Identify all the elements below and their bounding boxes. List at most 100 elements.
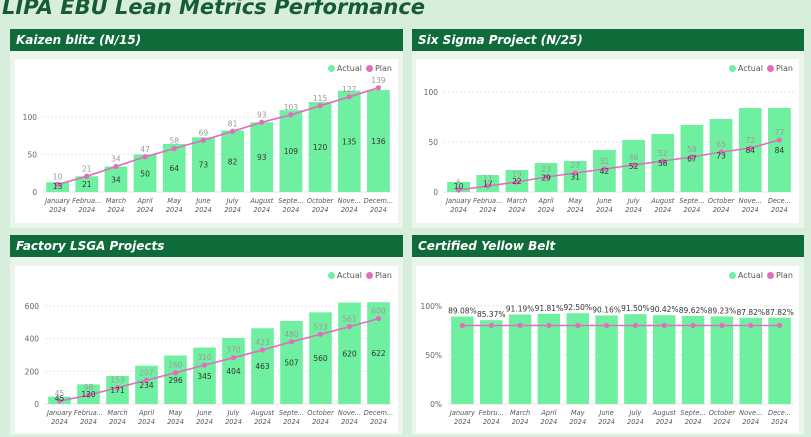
bar-value-label: 45 (55, 394, 65, 403)
yellow-belt-chart-card[interactable]: Actual Plan 0% 50% 100% 89.08% 85.37% 91.19% 9… (416, 266, 799, 433)
bar-value-label: 67 (687, 155, 697, 164)
x-tick-year-label: 2024 (137, 206, 154, 214)
x-tick-year-label: 2024 (80, 418, 97, 426)
plan-point (346, 94, 352, 100)
x-tick-year-label: 2024 (627, 418, 644, 426)
bar-value-label: 136 (371, 137, 386, 146)
x-tick-label: April (137, 197, 153, 205)
yellow-belt-header: Certified Yellow Belt (412, 235, 804, 257)
kaizen-blitz-header: Kaizen blitz (N/15) (10, 29, 403, 51)
plan-point (317, 103, 323, 109)
x-tick-label: May (167, 197, 181, 205)
x-tick-label: June (595, 197, 611, 205)
plan-value-label: 98 (84, 383, 94, 392)
x-tick-label: January (444, 197, 471, 205)
bar-value-label: 87.82% (765, 308, 794, 317)
plan-point (346, 324, 353, 330)
plan-point (113, 163, 119, 170)
bar-value-label: 22 (512, 177, 522, 186)
plan-point (143, 377, 150, 383)
plan-point (776, 322, 783, 329)
plan-point (719, 322, 725, 329)
plan-value-label: 6 (456, 178, 461, 187)
x-tick-label: April (138, 409, 154, 417)
actual-bar (566, 313, 589, 404)
actual-bar (624, 314, 647, 404)
x-tick-year-label: 2024 (450, 206, 467, 214)
plan-point (747, 145, 753, 151)
bar-value-label: 109 (284, 147, 299, 156)
x-tick-year-label: 2024 (283, 206, 300, 214)
kaizen-blitz-chart: 0 50 100 13 21 34 50 64 73 82 93 109 120 135 136 10 21 34… (23, 76, 394, 214)
x-tick-year-label: 2024 (771, 418, 788, 426)
plan-point (259, 347, 266, 353)
plan-value-label: 533 (313, 322, 328, 331)
legend-actual-label: Actual (336, 271, 362, 280)
bar-value-label: 84 (775, 146, 785, 155)
actual-bar (710, 316, 734, 404)
x-tick-label: October (709, 409, 737, 417)
kaizen-blitz-chart-card[interactable]: Actual Plan 0 50 100 13 21 34 50 64 73 82 93 109 120… (15, 59, 398, 223)
plan-point (488, 322, 494, 329)
y-tick-label: 200 (25, 367, 40, 376)
bar-value-label: 296 (168, 376, 183, 385)
bar-value-label: 89.08% (448, 307, 477, 316)
x-tick-label: May (568, 197, 582, 205)
x-tick-year-label: 2024 (312, 418, 329, 426)
plan-point (630, 162, 637, 168)
bar-value-label: 90.16% (592, 305, 621, 314)
bar-value-label: 91.19% (506, 304, 535, 313)
plan-value-label: 153 (110, 376, 125, 385)
bar-value-label: 42 (600, 167, 610, 176)
legend-plan-marker (766, 272, 774, 279)
x-tick-year-label: 2024 (370, 206, 387, 214)
x-tick-label: April (540, 409, 556, 417)
y-tick-label: 600 (25, 302, 40, 311)
actual-bar (595, 315, 618, 404)
plan-point (575, 322, 581, 329)
bar-value-label: 17 (483, 180, 493, 189)
x-tick-label: Dece... (768, 409, 791, 417)
x-tick-label: March (106, 197, 126, 205)
plan-point (172, 370, 179, 376)
factory-lsga-chart-card[interactable]: Actual Plan 0 200 400 600 45 120 171 234 296 345 4… (15, 266, 398, 433)
x-tick-year-label: 2024 (108, 206, 125, 214)
plan-value-label: 45 (55, 389, 65, 398)
actual-bar (451, 316, 474, 404)
x-tick-year-label: 2024 (341, 206, 358, 214)
plan-value-label: 139 (371, 76, 386, 85)
x-tick-year-label: 2024 (253, 206, 270, 214)
plan-value-label: 46 (629, 153, 639, 162)
x-tick-year-label: 2024 (254, 418, 271, 426)
x-tick-year-label: 2024 (714, 418, 731, 426)
x-tick-label: Dece... (768, 197, 791, 205)
six-sigma-chart-card[interactable]: Actual Plan 0 50 100 10 17 22 29 31 42 52 58 67 73 84… (416, 59, 799, 223)
y-tick-label: 0 (32, 188, 37, 197)
plan-point (230, 355, 237, 361)
x-tick-label: Septe... (278, 197, 303, 205)
plan-value-label: 34 (111, 155, 121, 164)
x-tick-label: June (597, 409, 613, 417)
bar-value-label: 21 (82, 180, 92, 189)
x-tick-year-label: 2024 (138, 418, 155, 426)
x-tick-label: Decem... (364, 409, 394, 417)
x-tick-year-label: 2024 (598, 418, 615, 426)
bar-value-label: 31 (570, 173, 580, 182)
bar-value-label: 92.50% (563, 303, 592, 312)
x-tick-label: July (626, 197, 640, 205)
x-tick-label: Febru... (479, 409, 504, 417)
legend-actual-marker (327, 65, 335, 72)
actual-bar (279, 110, 303, 192)
plan-point (114, 385, 121, 391)
bar-value-label: 135 (342, 137, 357, 146)
x-tick-year-label: 2024 (454, 418, 471, 426)
plan-value-label: 127 (342, 85, 357, 94)
x-tick-label: June (195, 409, 211, 417)
plan-point (690, 322, 696, 329)
plan-point (485, 183, 491, 189)
bar-value-label: 90.42% (650, 305, 679, 314)
plan-value-label: 260 (168, 361, 183, 370)
plan-point (689, 154, 695, 160)
plan-point (142, 154, 148, 160)
x-tick-year-label: 2024 (654, 206, 671, 214)
